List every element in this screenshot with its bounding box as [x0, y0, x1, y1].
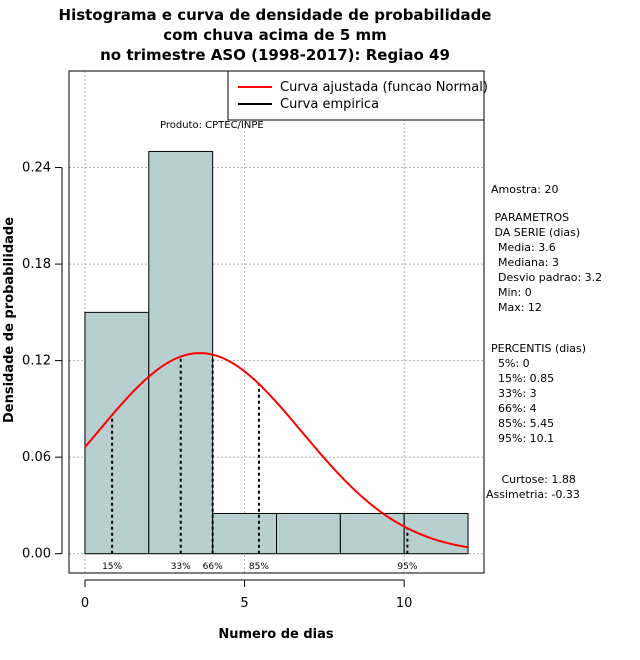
- param-max: Max: 12: [491, 301, 542, 314]
- percentile-label: 33%: [171, 562, 191, 572]
- histogram-bar: [84, 311, 150, 555]
- percentiles-header: PERCENTIS (dias): [491, 342, 587, 355]
- x-tick-label: 5: [240, 596, 248, 611]
- y-tick-label: 0.24: [22, 161, 51, 176]
- param-mean: Media: 3.6: [491, 241, 556, 254]
- percentile-label: 85%: [249, 562, 269, 572]
- param-stdev: Desvio padrao: 3.2: [491, 271, 603, 284]
- histogram-bar: [403, 512, 469, 555]
- percentile-5: 5%: 0: [491, 357, 530, 370]
- product-label: Produto: CPTEC/INPE: [160, 120, 264, 131]
- y-axis-title: Densidade de probabilidade: [2, 217, 17, 423]
- percentile-85: 85%: 5.45: [491, 417, 555, 430]
- percentile-label: 66%: [203, 562, 223, 572]
- param-median: Mediana: 3: [491, 256, 559, 269]
- normal-fit-curve: [84, 352, 469, 549]
- sample-size: Amostra: 20: [491, 183, 559, 196]
- legend: Curva ajustada (funcao Normal) Curva emp…: [227, 70, 488, 121]
- percentile-66: 66%: 4: [491, 402, 537, 415]
- skewness: Assimetria: -0.33: [486, 488, 580, 501]
- x-tick-label: 10: [396, 596, 413, 611]
- percentile-95: 95%: 10.1: [491, 432, 555, 445]
- y-tick-label: 0.00: [22, 547, 51, 562]
- params-header-1: PARAMETROS: [491, 211, 570, 224]
- kurtosis: Curtose: 1.88: [491, 473, 576, 486]
- x-axis-title: Numero de dias: [218, 627, 334, 642]
- percentile-15: 15%: 0.85: [491, 372, 555, 385]
- histogram-bar: [212, 512, 277, 555]
- y-tick-label: 0.18: [22, 257, 51, 272]
- param-min: Min: 0: [491, 286, 532, 299]
- percentile-label: 15%: [102, 562, 122, 572]
- y-tick-label: 0.12: [22, 354, 51, 369]
- percentile-33: 33%: 3: [491, 387, 537, 400]
- legend-box: [227, 70, 485, 121]
- y-tick-label: 0.06: [22, 450, 51, 465]
- percentile-label: 95%: [397, 562, 417, 572]
- params-header-2: DA SERIE (dias): [491, 226, 581, 239]
- chart-title-line-2: com chuva acima de 5 mm: [163, 26, 387, 44]
- chart-title-line-3: no trimestre ASO (1998-2017): Regiao 49: [100, 46, 450, 64]
- legend-label-fit: Curva ajustada (funcao Normal): [280, 80, 488, 95]
- legend-label-empirical: Curva empirica: [280, 97, 379, 112]
- chart-title-line-1: Histograma e curva de densidade de proba…: [58, 6, 492, 24]
- x-tick-label: 0: [81, 596, 89, 611]
- histogram-bar: [276, 512, 341, 555]
- histogram-bar: [339, 512, 405, 555]
